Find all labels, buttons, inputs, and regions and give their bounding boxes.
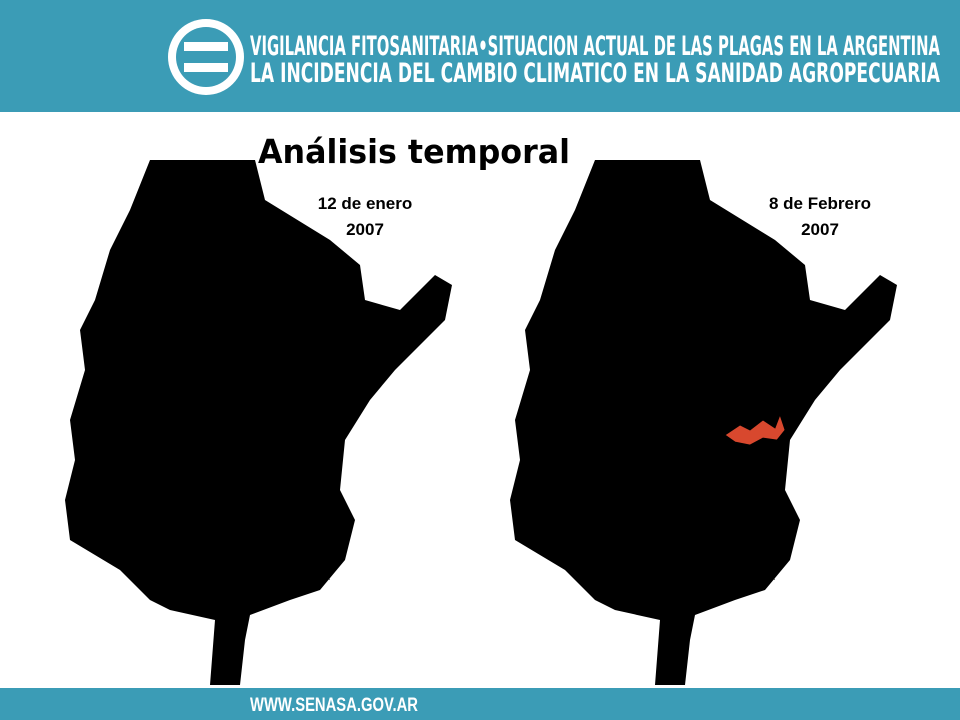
map [510,160,897,685]
header-line: VIGILANCIA FITOSANITARIA•SITUACION ACTUA… [250,31,940,62]
affected-area [724,413,786,446]
header-band [0,0,960,112]
map [65,160,452,685]
slide-title: Análisis temporal [258,132,570,171]
footer-band [0,688,960,720]
logo [168,19,244,95]
header-line: LA INCIDENCIA DEL CAMBIO CLIMATICO EN LA… [250,58,940,89]
map-label: 2007 [346,220,384,239]
map-label: 2007 [801,220,839,239]
map-label: 12 de enero [318,194,413,213]
footer-url: WWW.SENASA.GOV.AR [250,695,418,716]
map-label: 8 de Febrero [769,194,871,213]
